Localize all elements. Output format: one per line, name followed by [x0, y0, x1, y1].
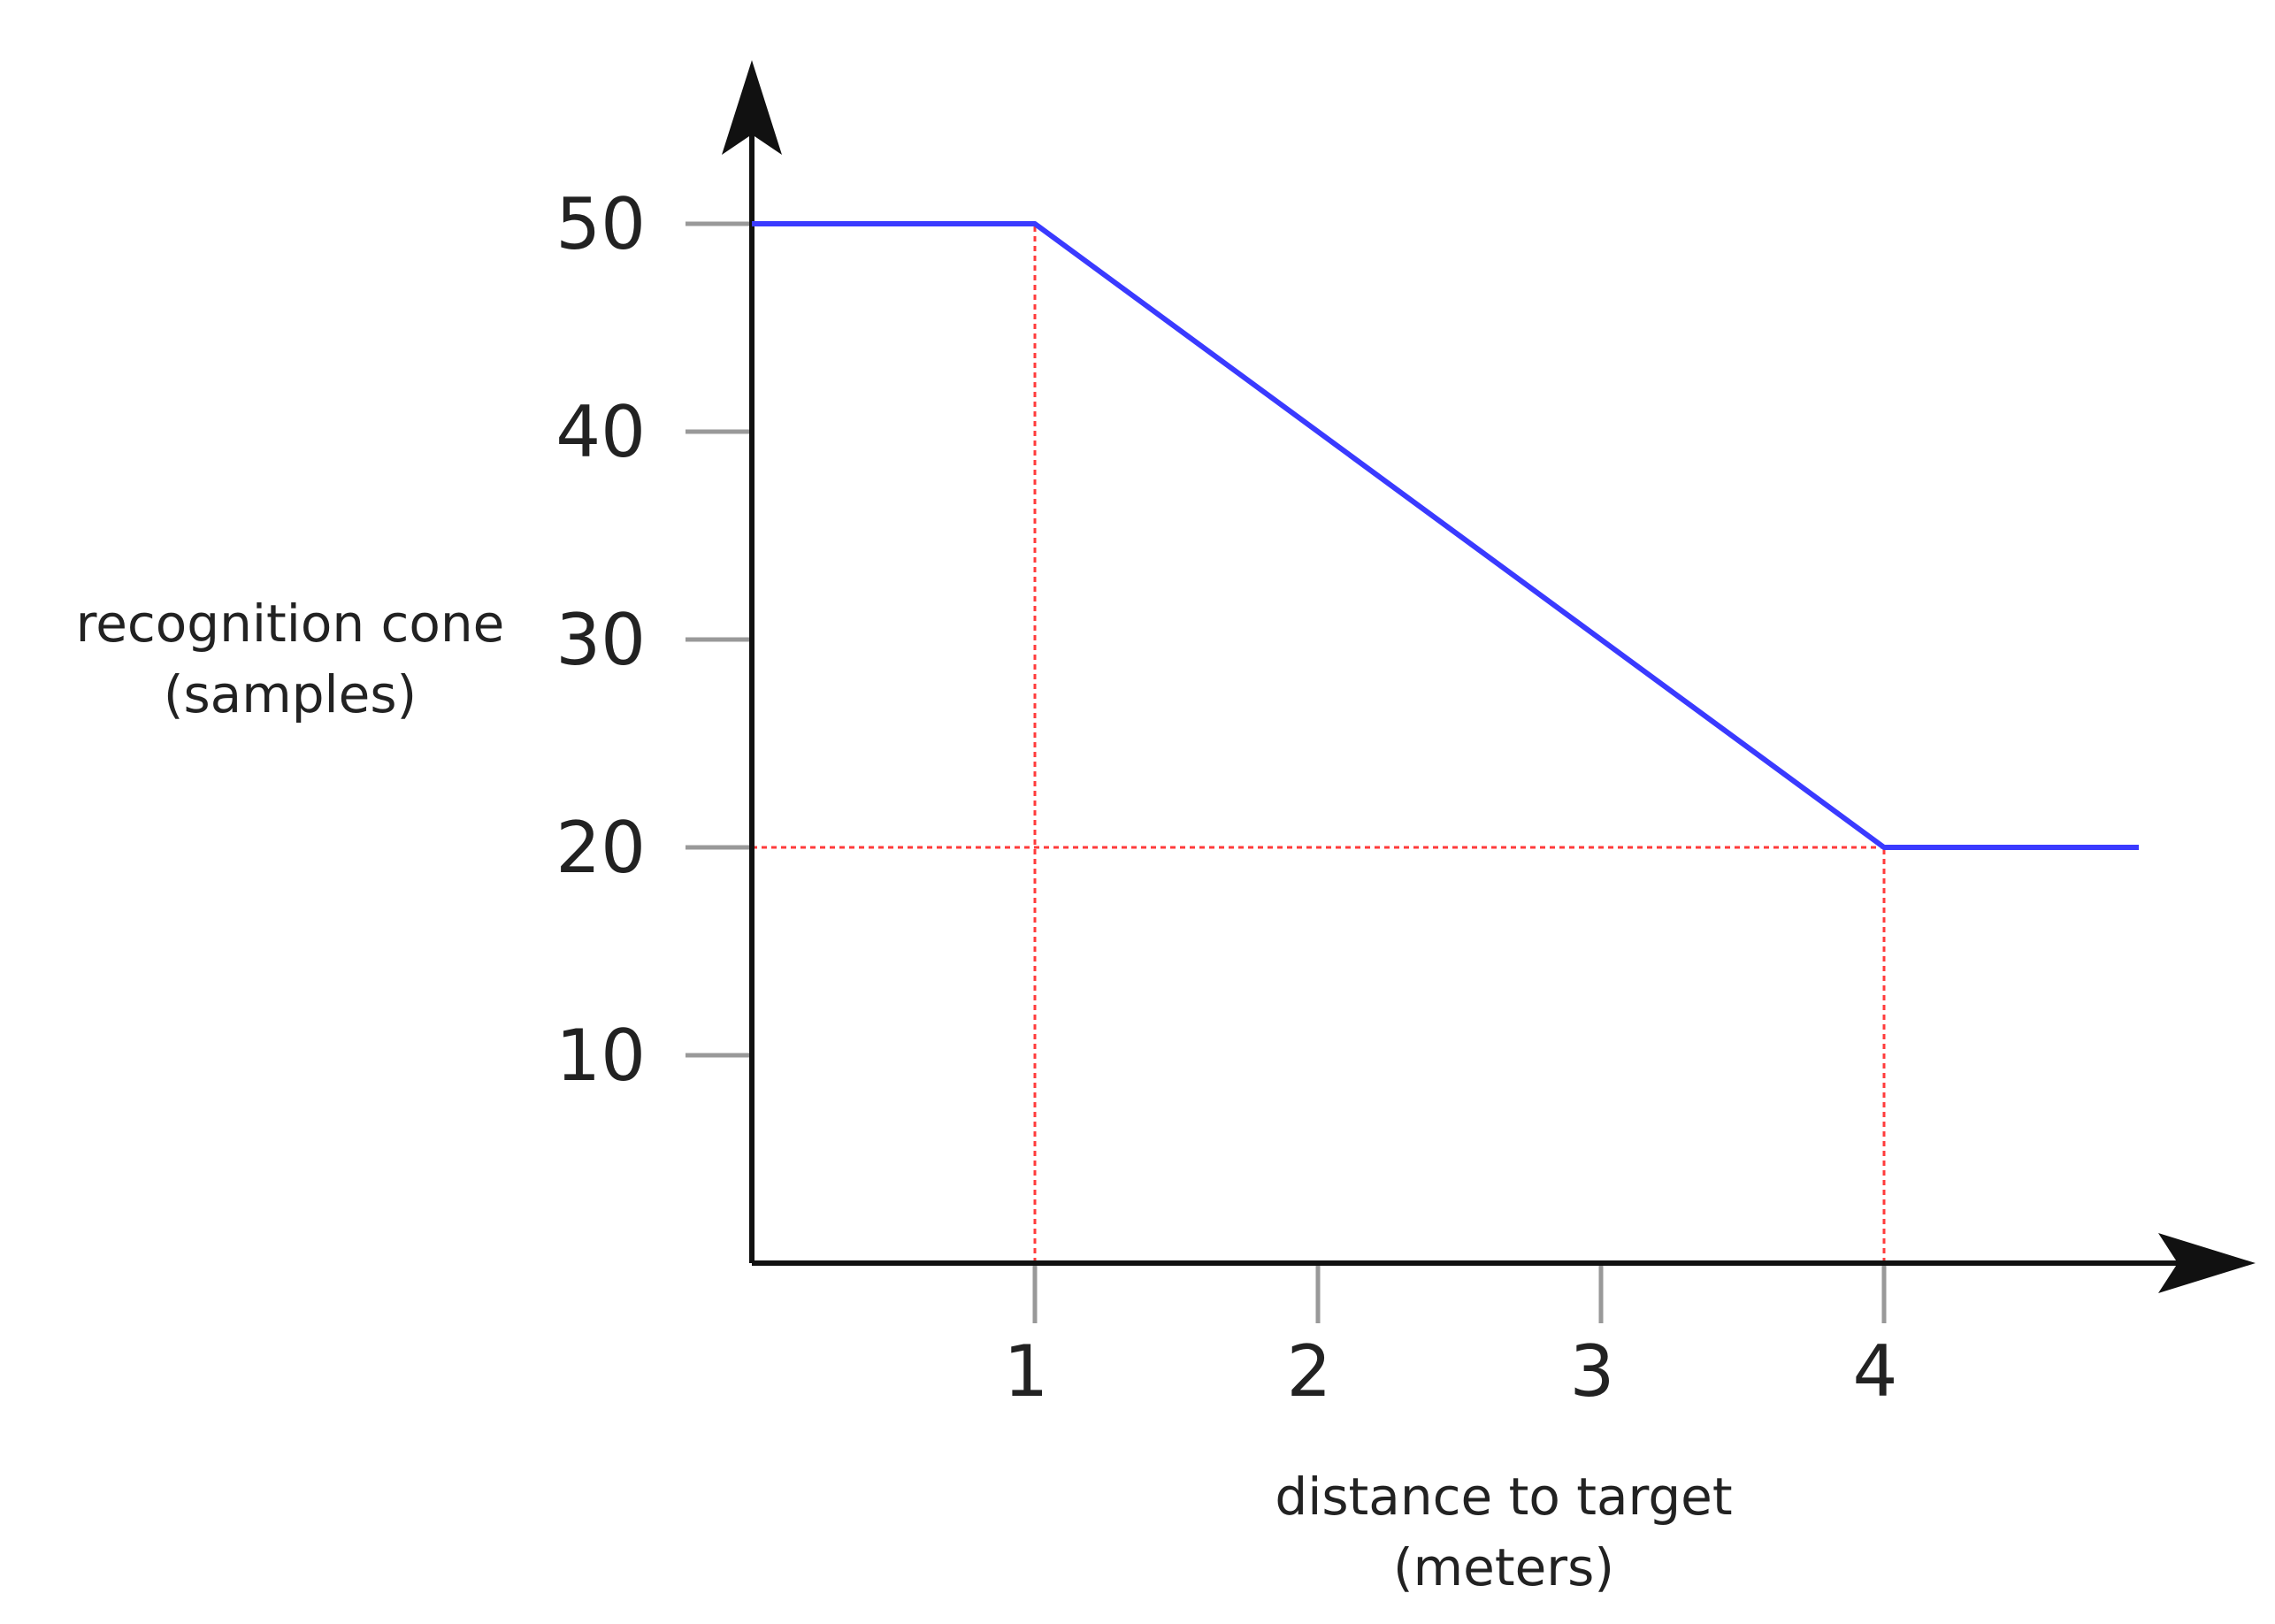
x-axis-title-line-1: distance to target [1275, 1467, 1732, 1527]
x-axis-arrow-icon [2158, 1233, 2256, 1293]
y-tick-label-20: 20 [555, 807, 646, 889]
x-tick-label-1: 1 [1004, 1330, 1049, 1413]
series-line-1 [752, 221, 2139, 850]
reference-lines [752, 224, 1886, 1263]
x-tick-label-3: 3 [1570, 1330, 1615, 1413]
y-tick-label-10: 10 [555, 1015, 646, 1097]
y-axis-arrow-icon [722, 60, 782, 155]
axes [686, 60, 2256, 1323]
y-tick-label-50: 50 [555, 183, 646, 265]
series-layer [752, 221, 2139, 850]
y-tick-label-40: 40 [555, 391, 646, 473]
y-axis-title-line-1: recognition cone [76, 594, 505, 654]
x-tick-label-2: 2 [1287, 1330, 1332, 1413]
y-tick-label-30: 30 [555, 599, 646, 681]
x-tick-label-4: 4 [1853, 1330, 1898, 1413]
x-axis-title-line-2: (meters) [1393, 1537, 1614, 1597]
labels: 10 20 30 40 50 1 2 3 4 recognition cone (samples) d… [76, 183, 1898, 1597]
y-axis-title-line-2: (samples) [164, 664, 417, 724]
